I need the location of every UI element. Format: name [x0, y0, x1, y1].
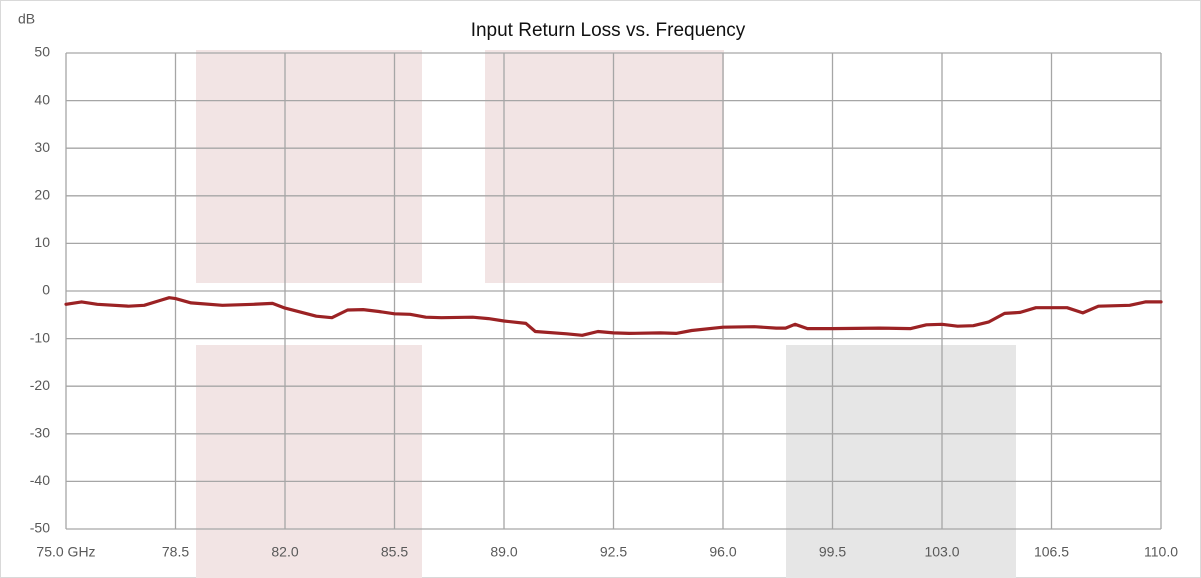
y-tick-label: -10: [30, 329, 50, 345]
y-tick-label: 40: [34, 91, 50, 107]
y-tick-label: -30: [30, 425, 50, 441]
y-tick-label: 30: [34, 139, 50, 155]
x-tick-label: 89.0: [490, 544, 517, 560]
x-tick-label: 99.5: [819, 544, 846, 560]
x-tick-label: 82.0: [271, 544, 298, 560]
mask-region: [485, 50, 724, 283]
y-tick-label: 20: [34, 187, 50, 203]
y-tick-label: 0: [42, 282, 50, 298]
y-tick-label: 10: [34, 234, 50, 250]
x-tick-label: 75.0 GHz: [36, 544, 95, 560]
x-tick-label: 78.5: [162, 544, 189, 560]
y-axis-label: dB: [18, 11, 35, 27]
chart-title: Input Return Loss vs. Frequency: [471, 20, 746, 41]
x-tick-label: 106.5: [1034, 544, 1069, 560]
x-tick-label: 92.5: [600, 544, 627, 560]
mask-region: [196, 50, 422, 283]
y-tick-label: 50: [34, 44, 50, 60]
y-tick-label: -50: [30, 520, 50, 536]
x-tick-label: 103.0: [924, 544, 959, 560]
mask-regions: [196, 50, 1016, 578]
mask-region: [196, 345, 422, 578]
data-line: [64, 296, 1163, 337]
x-tick-label: 85.5: [381, 544, 408, 560]
x-tick-label: 96.0: [709, 544, 736, 560]
y-tick-label: -20: [30, 377, 50, 393]
x-tick-label: 110.0: [1144, 544, 1178, 560]
y-tick-label: -40: [30, 472, 50, 488]
mask-region: [786, 345, 1016, 578]
